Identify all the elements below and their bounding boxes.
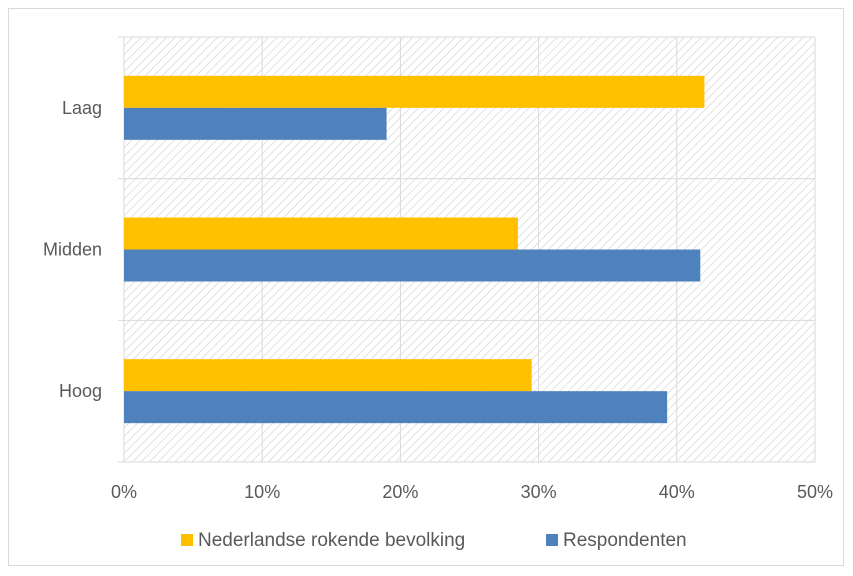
category-label-midden: Midden (43, 240, 102, 260)
x-tick-label: 50% (797, 482, 833, 502)
category-label-laag: Laag (62, 98, 102, 118)
legend-swatch (546, 534, 558, 546)
bars (124, 75, 705, 424)
x-tick-label: 0% (111, 482, 137, 502)
x-tick-label: 10% (244, 482, 280, 502)
legend-label: Respondenten (563, 530, 687, 551)
bar-midden-series-2 (124, 249, 701, 282)
x-tick-label: 30% (521, 482, 557, 502)
x-tick-label: 40% (659, 482, 695, 502)
bar-laag-series-2 (124, 107, 387, 140)
bar-hoog-series-2 (124, 391, 668, 424)
x-axis-tick-labels: 0% 10% 20% 30% 40% 50% (111, 482, 833, 502)
legend: Nederlandse rokende bevolking Respondente… (181, 530, 687, 551)
bar-laag-series-1 (124, 75, 705, 108)
legend-swatch (181, 534, 193, 546)
x-tick-label: 20% (382, 482, 418, 502)
category-label-hoog: Hoog (59, 381, 102, 401)
bar-midden-series-1 (124, 217, 518, 250)
bar-hoog-series-1 (124, 359, 532, 392)
legend-label: Nederlandse rokende bevolking (198, 530, 465, 551)
category-labels: Laag Midden Hoog (43, 98, 102, 401)
